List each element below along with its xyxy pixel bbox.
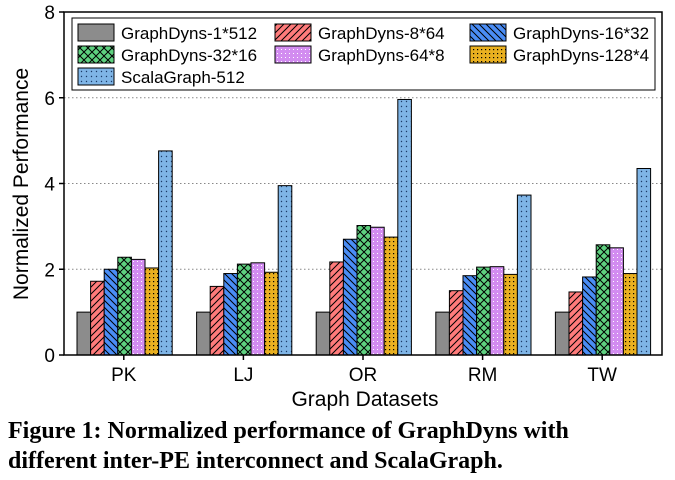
y-tick-label: 0 — [44, 346, 55, 367]
bar — [209, 285, 225, 356]
bar — [103, 268, 119, 356]
bar — [595, 244, 611, 356]
legend-swatch — [274, 45, 312, 64]
y-tick-label: 8 — [44, 3, 55, 24]
bar — [568, 291, 584, 356]
caption-line-1: Figure 1: Normalized performance of Grap… — [8, 418, 569, 444]
legend-box — [71, 17, 656, 91]
bar — [315, 311, 331, 356]
bars — [76, 98, 652, 356]
bar — [277, 185, 293, 356]
bar — [554, 311, 570, 356]
figure-caption: Figure 1: Normalized performance of Grap… — [8, 416, 668, 476]
legend-swatch — [469, 23, 507, 42]
bar — [383, 236, 399, 356]
bar — [609, 247, 624, 356]
legend-label: GraphDyns-128*4 — [513, 46, 649, 65]
legend-label: ScalaGraph-512 — [121, 68, 245, 87]
legend-swatch — [77, 45, 115, 64]
bar — [489, 266, 505, 356]
axes: 0 2 4 6 8 PK LJ OR RM TW — [44, 3, 663, 386]
plot-frame — [63, 11, 663, 356]
bar — [435, 311, 450, 356]
legend: GraphDyns-1*512 GraphDyns-8*64 GraphDyns-1… — [71, 17, 656, 91]
legend-swatch — [469, 45, 507, 64]
legend-label: GraphDyns-8*64 — [318, 24, 445, 43]
legend-label: GraphDyns-1*512 — [121, 24, 257, 43]
bar — [397, 98, 412, 356]
bar — [370, 226, 385, 356]
legend-swatch — [274, 23, 312, 42]
bar — [516, 194, 532, 356]
bar — [76, 311, 92, 356]
bar — [582, 276, 597, 356]
bar — [462, 275, 478, 356]
bar — [448, 290, 464, 356]
bar — [144, 267, 160, 356]
bar — [130, 258, 146, 356]
y-tick-label: 6 — [44, 89, 55, 110]
bar — [158, 150, 173, 356]
bar — [329, 261, 344, 356]
bar — [264, 271, 279, 356]
bar — [636, 167, 652, 356]
x-tick-label: PK — [111, 365, 137, 386]
bar — [250, 262, 266, 356]
bar — [196, 311, 211, 356]
legend-label: GraphDyns-16*32 — [513, 24, 649, 43]
x-tick-label: TW — [587, 365, 617, 386]
bar — [622, 273, 638, 356]
bar — [356, 225, 372, 356]
legend-label: GraphDyns-64*8 — [318, 46, 445, 65]
legend-label: GraphDyns-32*16 — [121, 46, 257, 65]
bar — [503, 273, 518, 356]
caption-line-2: different inter-PE interconnect and Scal… — [8, 448, 503, 474]
bar — [236, 263, 252, 356]
y-tick-label: 4 — [44, 175, 55, 196]
bar — [117, 256, 132, 356]
y-tick-label: 2 — [44, 260, 55, 281]
bar — [223, 273, 238, 356]
legend-swatch — [77, 23, 115, 42]
x-tick-label: OR — [349, 365, 378, 386]
x-tick-label: RM — [468, 365, 498, 386]
bar — [342, 238, 358, 356]
x-tick-label: LJ — [233, 365, 253, 386]
x-axis-label: Graph Datasets — [291, 388, 438, 411]
bar — [90, 280, 105, 356]
legend-swatch — [77, 67, 115, 86]
y-axis-label: Normalized Performance — [10, 68, 33, 300]
bar — [476, 266, 491, 356]
